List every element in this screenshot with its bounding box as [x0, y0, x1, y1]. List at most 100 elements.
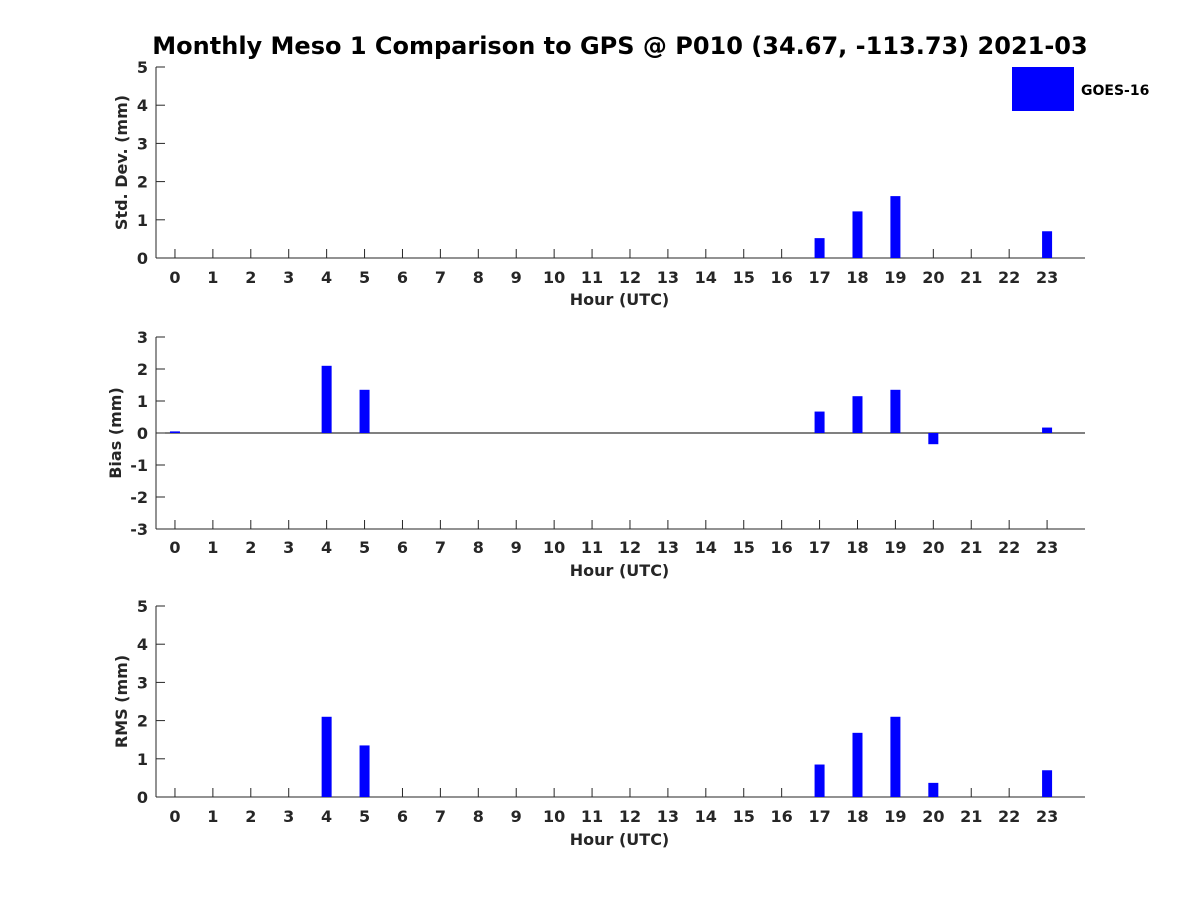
y-axis-label: RMS (mm): [112, 655, 131, 748]
legend-label: GOES-16: [1081, 83, 1149, 99]
x-tick-label: 20: [922, 538, 944, 557]
y-tick-label: -2: [130, 488, 148, 507]
x-tick-label: 2: [245, 807, 256, 826]
y-tick-label: 2: [137, 360, 148, 379]
x-tick-label: 21: [960, 807, 982, 826]
y-tick-label: 5: [137, 597, 148, 616]
bar-hour-5: [359, 745, 370, 797]
y-tick-label: 3: [137, 328, 148, 347]
x-tick-label: 0: [169, 807, 180, 826]
x-tick-label: 5: [359, 268, 370, 287]
x-tick-label: 15: [733, 538, 755, 557]
x-tick-label: 17: [808, 268, 830, 287]
x-tick-label: 6: [397, 268, 408, 287]
x-tick-label: 10: [543, 807, 565, 826]
x-tick-label: 11: [581, 268, 603, 287]
x-tick-label: 8: [473, 268, 484, 287]
bar-hour-4: [321, 365, 332, 433]
y-axis-label: Std. Dev. (mm): [112, 95, 131, 230]
x-tick-label: 1: [207, 807, 218, 826]
x-tick-label: 2: [245, 268, 256, 287]
legend-swatch: [1012, 67, 1074, 111]
legend: GOES-16: [1012, 67, 1149, 111]
x-tick-label: 7: [435, 538, 446, 557]
bar-hour-17: [814, 411, 825, 433]
x-tick-label: 3: [283, 807, 294, 826]
x-tick-label: 19: [884, 538, 906, 557]
x-tick-label: 18: [846, 268, 868, 287]
bar-hour-4: [321, 716, 332, 797]
bar-hour-23: [1042, 770, 1053, 797]
bar-hour-23: [1042, 427, 1053, 433]
x-tick-label: 6: [397, 807, 408, 826]
x-tick-label: 23: [1036, 268, 1058, 287]
x-tick-label: 7: [435, 807, 446, 826]
x-tick-label: 9: [511, 268, 522, 287]
x-tick-label: 12: [619, 538, 641, 557]
y-tick-label: 2: [137, 173, 148, 192]
x-tick-label: 17: [808, 538, 830, 557]
x-tick-label: 21: [960, 268, 982, 287]
x-tick-label: 12: [619, 268, 641, 287]
x-tick-label: 8: [473, 538, 484, 557]
y-tick-label: 0: [137, 424, 148, 443]
x-tick-label: 17: [808, 807, 830, 826]
x-tick-label: 15: [733, 807, 755, 826]
bar-hour-20: [928, 782, 939, 797]
x-tick-label: 16: [771, 807, 793, 826]
y-tick-label: 1: [137, 750, 148, 769]
x-tick-label: 13: [657, 807, 679, 826]
x-tick-label: 5: [359, 538, 370, 557]
x-tick-label: 6: [397, 538, 408, 557]
x-axis-label: Hour (UTC): [570, 561, 670, 580]
y-axis-label: Bias (mm): [106, 387, 125, 479]
x-tick-label: 3: [283, 268, 294, 287]
x-tick-label: 19: [884, 268, 906, 287]
x-tick-label: 11: [581, 538, 603, 557]
bar-hour-17: [814, 238, 825, 258]
x-tick-label: 14: [695, 268, 717, 287]
y-tick-label: 1: [137, 211, 148, 230]
y-tick-label: 4: [137, 635, 148, 654]
x-tick-label: 4: [321, 807, 332, 826]
x-axis-label: Hour (UTC): [570, 290, 670, 309]
x-tick-label: 0: [169, 538, 180, 557]
x-tick-label: 10: [543, 268, 565, 287]
bar-hour-18: [852, 211, 863, 258]
x-tick-label: 22: [998, 268, 1020, 287]
y-tick-label: 3: [137, 673, 148, 692]
y-tick-label: 2: [137, 712, 148, 731]
x-tick-label: 23: [1036, 538, 1058, 557]
bar-hour-0: [169, 431, 180, 433]
y-tick-label: 3: [137, 134, 148, 153]
x-tick-label: 20: [922, 268, 944, 287]
x-tick-label: 12: [619, 807, 641, 826]
bar-hour-19: [890, 196, 901, 258]
y-tick-label: 1: [137, 392, 148, 411]
x-tick-label: 13: [657, 268, 679, 287]
x-tick-label: 5: [359, 807, 370, 826]
x-tick-label: 20: [922, 807, 944, 826]
y-tick-label: 5: [137, 58, 148, 77]
x-tick-label: 4: [321, 538, 332, 557]
bar-hour-20: [928, 433, 939, 445]
x-tick-label: 8: [473, 807, 484, 826]
figure-title: Monthly Meso 1 Comparison to GPS @ P010 …: [152, 32, 1087, 60]
bar-hour-18: [852, 396, 863, 433]
x-tick-label: 13: [657, 538, 679, 557]
bar-hour-23: [1042, 231, 1053, 258]
x-tick-label: 4: [321, 268, 332, 287]
x-tick-label: 21: [960, 538, 982, 557]
x-tick-label: 16: [771, 538, 793, 557]
x-tick-label: 3: [283, 538, 294, 557]
y-tick-label: 4: [137, 96, 148, 115]
bar-hour-5: [359, 389, 370, 433]
x-tick-label: 1: [207, 268, 218, 287]
x-tick-label: 9: [511, 538, 522, 557]
x-tick-label: 18: [846, 807, 868, 826]
bar-hour-19: [890, 389, 901, 433]
bar-hour-18: [852, 732, 863, 797]
